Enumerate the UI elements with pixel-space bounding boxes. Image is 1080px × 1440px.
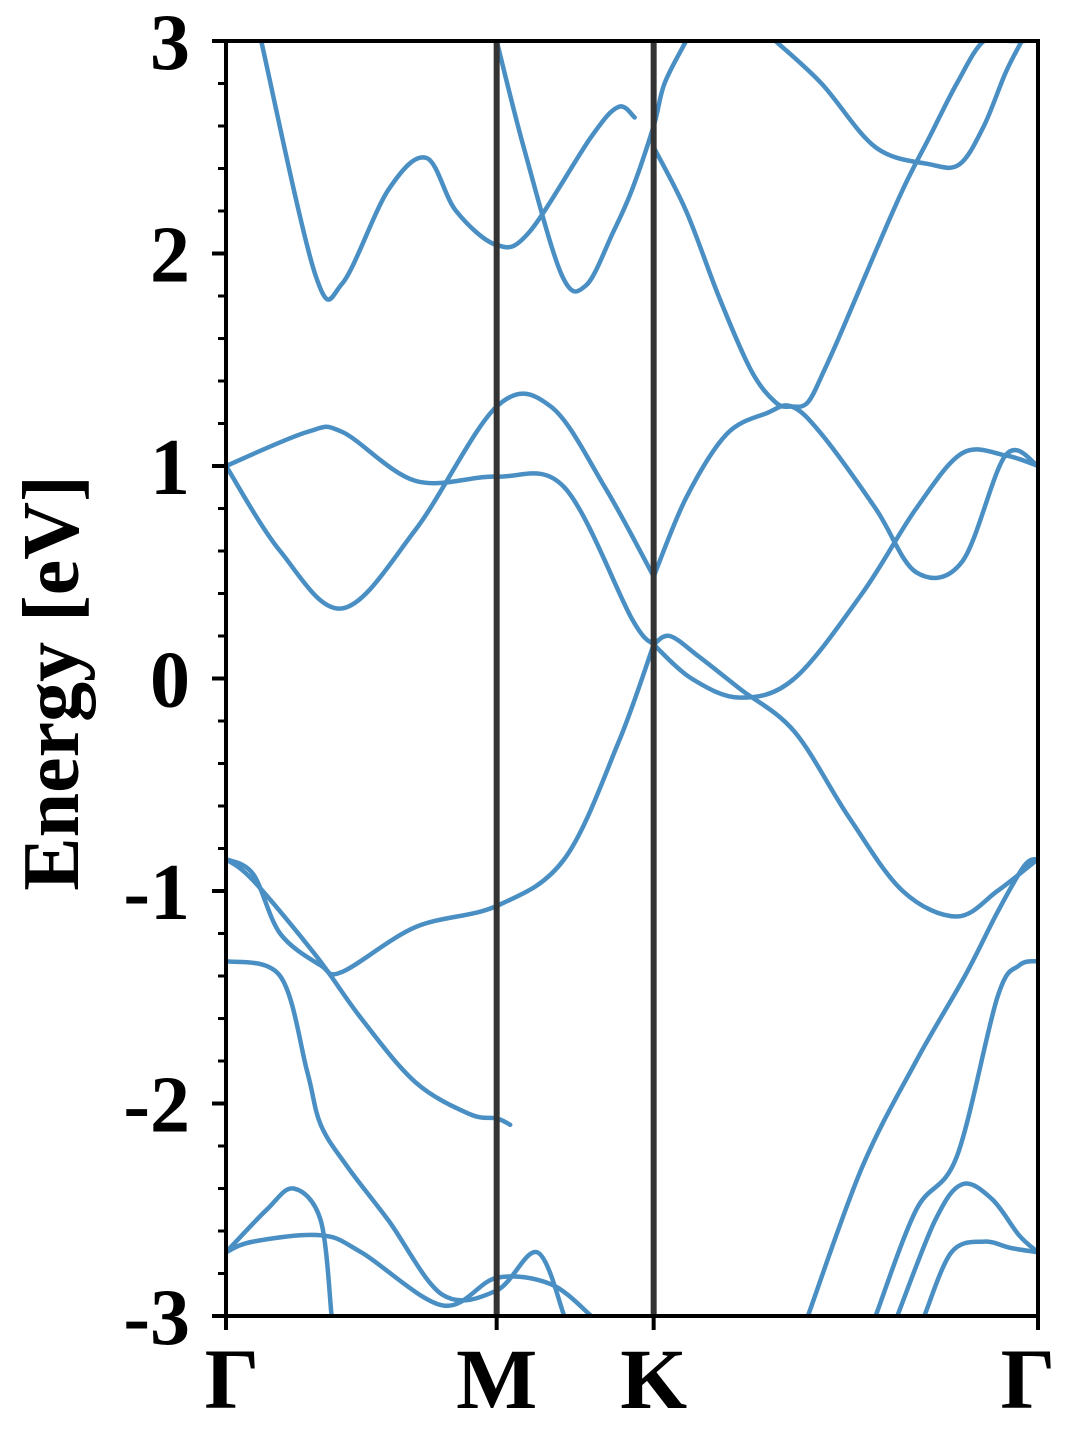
bands-layer	[226, 41, 1038, 1316]
band-line-16	[873, 958, 1038, 1316]
band-line-13	[226, 1186, 334, 1316]
band-line-18	[922, 1239, 1038, 1316]
y-axis-title: Energy [eV]	[8, 475, 96, 890]
band-line-10	[651, 633, 1038, 919]
axis-ticks	[212, 39, 1040, 1330]
y-tick-label: -1	[123, 849, 190, 937]
band-line-8	[651, 447, 1038, 700]
band-line-9	[226, 642, 656, 977]
band-line-11	[226, 856, 513, 1128]
y-tick-label: 1	[150, 424, 190, 512]
x-tick-label: Γ	[1001, 1331, 1056, 1427]
plot-frame	[224, 39, 1040, 1318]
band-line-17	[895, 1181, 1038, 1316]
band-line-2	[494, 41, 689, 294]
band-line-14	[226, 1232, 594, 1316]
x-tick-label: Γ	[205, 1331, 260, 1427]
y-tick-label: -2	[123, 1062, 190, 1150]
x-tick-label: K	[620, 1331, 687, 1427]
band-line-3	[651, 41, 1027, 410]
y-tick-label: 3	[150, 0, 190, 87]
y-tick-label: 0	[150, 637, 190, 725]
y-tick-labels: 3 2 1 0 -1 -2 -3	[123, 0, 190, 1362]
y-tick-label: 2	[150, 212, 190, 300]
band-line-12	[226, 958, 567, 1316]
band-line-15	[805, 856, 1038, 1316]
x-tick-label: M	[456, 1331, 537, 1427]
band-line-4	[773, 41, 1025, 171]
high-symmetry-lines	[493, 41, 657, 1316]
band-line-1	[258, 41, 637, 302]
band-line-5	[226, 424, 656, 647]
y-tick-label: -3	[123, 1274, 190, 1362]
band-line-6	[226, 391, 656, 611]
band-line-7	[651, 403, 1038, 581]
